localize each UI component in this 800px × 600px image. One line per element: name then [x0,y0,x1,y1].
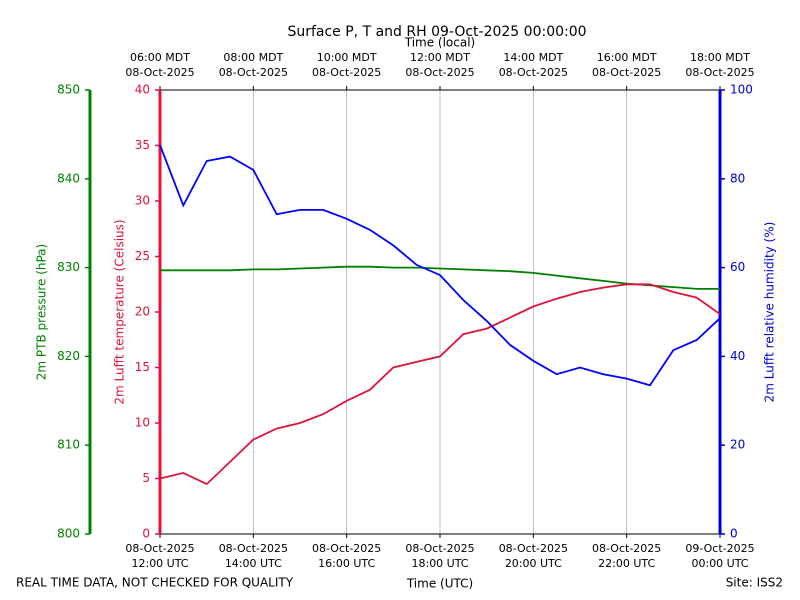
x-tick-label: 20:00 UTC [505,557,562,570]
y2-tick-label: 20 [730,438,745,452]
x2-tick-label: 06:00 MDT [130,51,190,64]
x-tick-label: 12:00 UTC [131,557,188,570]
y3-tick-label: 800 [57,527,80,541]
x-axis-label: Time (UTC) [406,577,473,591]
series-line [159,144,721,387]
chart-title: Surface P, T and RH 09-Oct-2025 00:00:00 [287,24,586,40]
x-tick-label: 09-Oct-2025 [685,542,754,555]
y3-tick-label: 850 [57,83,80,97]
y-tick-label: 5 [142,471,150,485]
y3-axis-label: 2m PTB pressure (hPa) [35,244,49,380]
y2-tick-label: 60 [730,260,745,274]
x2-tick-label: 08-Oct-2025 [125,66,194,79]
x2-tick-label: 12:00 MDT [410,51,470,64]
x2-tick-label: 10:00 MDT [317,51,377,64]
x-tick-label: 08-Oct-2025 [405,542,474,555]
x2-tick-label: 18:00 MDT [690,51,750,64]
x2-tick-label: 08-Oct-2025 [499,66,568,79]
y-tick-label: 40 [135,83,150,97]
y-tick-label: 35 [135,138,150,152]
y2-tick-label: 0 [730,527,738,541]
y-tick-label: 10 [135,416,150,430]
x2-tick-label: 08-Oct-2025 [405,66,474,79]
y-tick-label: 20 [135,305,150,319]
x-tick-label: 08-Oct-2025 [125,542,194,555]
series-line [159,283,721,486]
y2-tick-label: 100 [730,83,753,97]
x-tick-label: 08-Oct-2025 [499,542,568,555]
footer-note: REAL TIME DATA, NOT CHECKED FOR QUALITY [16,576,294,590]
x2-tick-label: 14:00 MDT [503,51,563,64]
x-tick-label: 08-Oct-2025 [592,542,661,555]
y3-tick-label: 810 [57,438,80,452]
x2-tick-label: 08:00 MDT [223,51,283,64]
y3-tick-label: 830 [57,260,80,274]
y-tick-label: 25 [135,249,150,263]
y3-tick-label: 840 [57,171,80,185]
y3-tick-label: 820 [57,349,80,363]
y2-tick-label: 40 [730,349,745,363]
y-tick-label: 30 [135,194,150,208]
x2-tick-label: 08-Oct-2025 [592,66,661,79]
y2-axis-label: 2m Lufft relative humidity (%) [763,222,777,403]
y-tick-label: 0 [142,527,150,541]
site-label: Site: ISS2 [726,576,783,590]
y2-tick-label: 80 [730,171,745,185]
x-tick-label: 08-Oct-2025 [312,542,381,555]
x-tick-label: 22:00 UTC [598,557,655,570]
x2-tick-label: 08-Oct-2025 [219,66,288,79]
x-tick-label: 08-Oct-2025 [219,542,288,555]
x2-tick-label: 08-Oct-2025 [312,66,381,79]
x2-tick-label: 16:00 MDT [597,51,657,64]
x-tick-label: 14:00 UTC [225,557,282,570]
x-tick-label: 16:00 UTC [318,557,375,570]
x2-axis-label: Time (local) [404,36,476,50]
x-tick-label: 18:00 UTC [411,557,468,570]
y-axis-label: 2m Lufft temperature (Celsius) [113,219,127,404]
y-tick-label: 15 [135,360,150,374]
x2-tick-label: 08-Oct-2025 [685,66,754,79]
x-tick-label: 00:00 UTC [691,557,748,570]
